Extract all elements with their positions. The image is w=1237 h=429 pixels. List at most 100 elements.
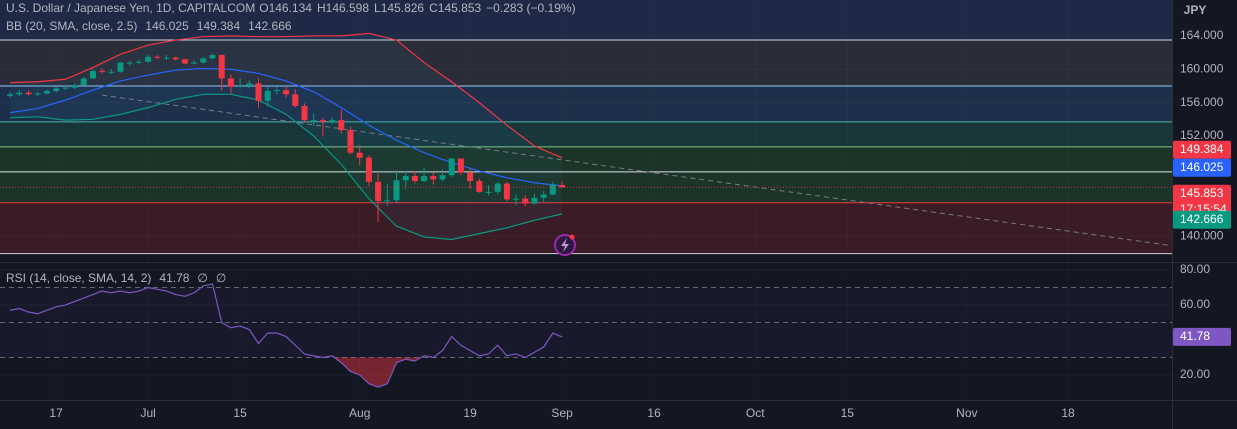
candle-body: [237, 85, 244, 87]
candle-body: [246, 83, 253, 86]
ohlc-value: 145.826: [381, 1, 425, 15]
candle-body: [62, 87, 69, 89]
price-box: [1173, 140, 1231, 159]
candle-body: [71, 85, 78, 88]
candle-body: [513, 198, 520, 200]
y-tick-label: 156.000: [1180, 95, 1224, 109]
candle-body: [356, 152, 363, 158]
bb-line: [10, 32, 563, 159]
rsi-extra: ∅: [197, 271, 207, 285]
ohlc-value: 146.134: [269, 1, 313, 15]
level-band: [0, 121, 1172, 147]
candle-body: [347, 130, 354, 153]
candle-body: [218, 55, 225, 79]
axes: 164.000 160.000 156.000 152.000 140.000 17 Jul…: [49, 3, 1231, 420]
price-box: [1173, 158, 1231, 177]
candle-body: [264, 90, 271, 101]
x-tick-label: 19: [463, 406, 477, 420]
candle-body: [34, 93, 41, 95]
rsi-value: 41.78: [159, 271, 189, 285]
candle-body: [365, 157, 372, 182]
candle-body: [53, 88, 60, 91]
alert-icon-bolt[interactable]: [561, 238, 569, 252]
bb-line: [10, 67, 563, 187]
candle-body: [329, 120, 336, 122]
x-tick-label: Sep: [551, 406, 573, 420]
rsi-title: RSI (14, close, SMA, 14, 2): [6, 271, 151, 285]
candle-body: [43, 90, 50, 94]
price-box: [1173, 210, 1231, 229]
candle-body: [292, 94, 299, 106]
price-box: [1173, 184, 1231, 219]
y-tick-label: 140.000: [1180, 228, 1224, 242]
candle-body: [338, 120, 345, 131]
candle-body: [393, 180, 400, 201]
candle-body: [421, 176, 428, 182]
x-tick-label: 16: [647, 406, 661, 420]
candle-body: [89, 70, 96, 79]
bb-fill: [10, 33, 563, 240]
candle-body: [522, 198, 529, 204]
ohlc-value: 146.598: [326, 1, 370, 15]
rsi-box: [1173, 327, 1231, 346]
candle-body: [117, 62, 124, 72]
candle-body: [503, 183, 510, 200]
y-tick-label: 152.000: [1180, 128, 1224, 142]
ohlc-key: O: [259, 1, 268, 15]
candle-body: [273, 90, 280, 92]
candle-body: [7, 94, 14, 96]
overlay-value: 142.666: [248, 19, 292, 33]
overlay-value: 146.025: [145, 19, 189, 33]
candle-body: [375, 181, 382, 202]
ohlc-key: C: [429, 1, 438, 15]
candle-body: [310, 120, 317, 122]
x-tick-label: Jul: [140, 406, 155, 420]
bb-line: [10, 93, 563, 241]
candle-body: [384, 200, 391, 202]
candle-body: [191, 62, 198, 64]
legend: U.S. Dollar / Japanese Yen, 1D, CAPITALC…: [6, 1, 576, 285]
candle-body: [467, 172, 474, 182]
candle-body: [559, 184, 566, 188]
ohlc-key: L: [374, 1, 381, 15]
alert-icon-dot[interactable]: [569, 234, 575, 240]
x-tick-label: Aug: [349, 406, 370, 420]
price-box-label: 149.384: [1180, 142, 1224, 156]
y-tick-label: 60.00: [1180, 297, 1210, 311]
ohlc-value: 145.853: [438, 1, 482, 15]
candle-body: [25, 92, 32, 95]
candle-body: [16, 92, 23, 95]
x-tick-label: Nov: [956, 406, 977, 420]
change-label: −0.283 (−0.19%): [486, 1, 575, 15]
price-box-label: 142.666: [1180, 212, 1224, 226]
rsi-extra: ∅: [216, 271, 226, 285]
candle-body: [163, 57, 170, 59]
candle-body: [154, 56, 161, 58]
level-band: [0, 202, 1172, 254]
x-tick-label: 17: [49, 406, 63, 420]
candle-body: [457, 158, 464, 173]
candle-body: [99, 70, 106, 72]
candle-body: [476, 181, 483, 192]
y-tick-label: 160.000: [1180, 61, 1224, 75]
candle-body: [145, 56, 152, 62]
x-tick-label: Oct: [746, 406, 765, 420]
candle-body: [494, 183, 501, 192]
x-tick-label: 15: [841, 406, 855, 420]
candle-body: [430, 176, 437, 180]
candle-body: [540, 194, 547, 198]
candle-body: [439, 175, 446, 180]
x-tick-label: 18: [1061, 406, 1075, 420]
candle-body: [126, 62, 133, 64]
alert-icon[interactable]: [554, 234, 576, 256]
rsi-pane: [0, 269, 1172, 388]
overlay-value: 149.384: [197, 19, 241, 33]
candle-body: [402, 176, 409, 181]
unit-label: JPY: [1184, 3, 1207, 17]
ohlc-key: H: [317, 1, 326, 15]
candle-body: [80, 78, 87, 86]
candle-body: [531, 197, 538, 204]
candle-body: [485, 191, 492, 193]
rsi-line: [10, 283, 563, 388]
